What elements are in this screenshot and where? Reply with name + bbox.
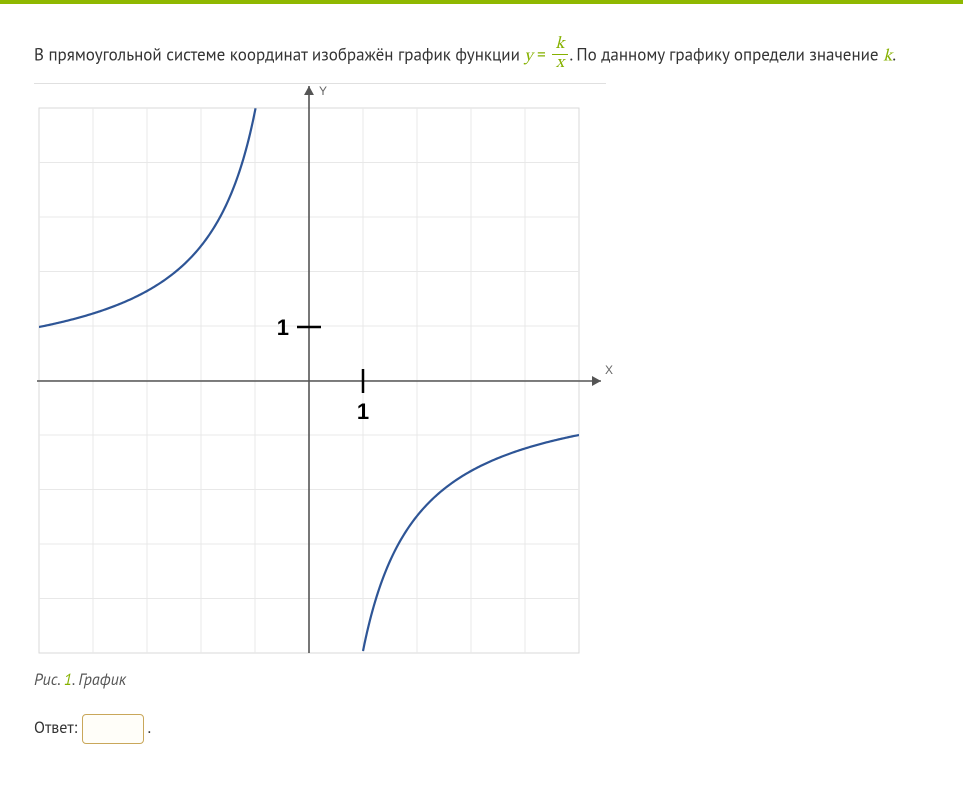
chart-container: 11 Y X: [34, 86, 639, 658]
problem-text-middle: . По данному графику определи значение: [570, 44, 884, 66]
svg-text:1: 1: [357, 399, 369, 424]
axis-label-x: X: [605, 363, 613, 377]
svg-text:1: 1: [277, 315, 289, 340]
problem-text-end: .: [892, 44, 896, 66]
formula-numerator: k: [552, 36, 567, 54]
caption-prefix: Рис.: [34, 670, 64, 690]
formula-equals: =: [533, 44, 551, 66]
problem-text-before: В прямоугольной системе координат изобра…: [34, 44, 524, 66]
hyperbola-chart: 11: [34, 86, 639, 658]
answer-trailing: .: [148, 718, 151, 738]
answer-label: Ответ:: [34, 718, 82, 738]
formula-fraction: kx: [552, 36, 567, 73]
problem-var-k: k: [883, 49, 892, 66]
caption-number: 1: [64, 670, 72, 690]
formula-lhs: y: [524, 49, 532, 66]
answer-input[interactable]: [82, 714, 144, 744]
axis-label-y: Y: [319, 84, 327, 98]
caption-suffix: . График: [72, 670, 126, 690]
page-content: В прямоугольной системе координат изобра…: [0, 4, 963, 764]
answer-row: Ответ: .: [34, 714, 929, 744]
figure-caption: Рис. 1. График: [34, 670, 929, 690]
formula-denominator: x: [552, 54, 567, 73]
problem-statement: В прямоугольной системе координат изобра…: [34, 38, 929, 75]
